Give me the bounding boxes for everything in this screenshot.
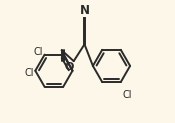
Text: Cl: Cl	[33, 47, 43, 57]
Text: Cl: Cl	[24, 68, 33, 78]
Text: O: O	[65, 62, 74, 72]
Text: N: N	[79, 4, 89, 17]
Text: Cl: Cl	[123, 90, 132, 100]
